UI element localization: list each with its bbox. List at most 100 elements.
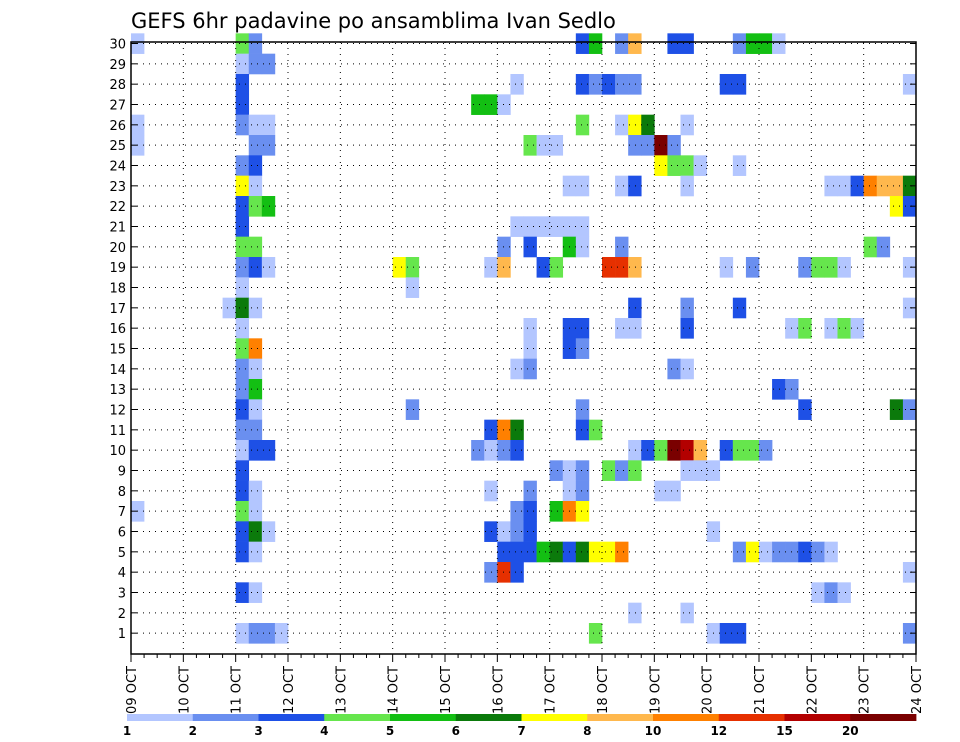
heatmap-cell xyxy=(680,155,694,176)
heatmap-cell xyxy=(471,440,485,461)
y-tick-label: 14 xyxy=(109,363,126,378)
heatmap-cell xyxy=(235,379,250,400)
heatmap-cell xyxy=(654,155,668,176)
colorbar-label: 2 xyxy=(189,724,197,738)
heatmap-cell xyxy=(235,94,250,115)
y-tick-label: 4 xyxy=(118,566,126,581)
x-tick-label: 18 OCT xyxy=(596,666,611,714)
y-tick-label: 21 xyxy=(109,221,126,236)
x-tick-label: 19 OCT xyxy=(648,666,663,714)
heatmap-cell xyxy=(248,236,263,258)
heatmap-cell xyxy=(235,582,250,603)
heatmap-cell xyxy=(510,521,524,542)
heatmap-cell xyxy=(235,338,250,359)
heatmap-cell xyxy=(719,257,734,278)
heatmap-cell xyxy=(523,480,537,502)
colorbar-label: 15 xyxy=(776,724,793,738)
y-tick-label: 12 xyxy=(109,404,126,419)
heatmap-cell xyxy=(484,562,498,583)
heatmap-cell xyxy=(484,440,498,461)
heatmap-cell xyxy=(484,521,498,542)
x-tick-label: 17 OCT xyxy=(544,666,559,714)
colorbar-swatch xyxy=(587,714,654,721)
heatmap-cell xyxy=(837,257,851,278)
heatmap-cell xyxy=(248,358,263,380)
colorbar-label: 6 xyxy=(452,724,460,738)
heatmap-cell xyxy=(719,74,734,95)
chart-title: GEFS 6hr padavine po ansamblima Ivan Sed… xyxy=(131,9,616,33)
heatmap-cell xyxy=(680,297,694,319)
y-tick-label: 2 xyxy=(118,607,126,622)
heatmap-cell xyxy=(248,33,263,54)
heatmap-cell xyxy=(837,582,851,603)
heatmap-cell xyxy=(248,501,263,522)
heatmap-cell xyxy=(654,480,668,502)
heatmap-cell xyxy=(248,53,263,75)
heatmap-cell xyxy=(680,460,694,481)
colorbar-label: 12 xyxy=(710,724,727,738)
heatmap-cell xyxy=(248,582,263,603)
heatmap-cell xyxy=(902,257,917,278)
heatmap-cell xyxy=(248,623,263,644)
heatmap-cell xyxy=(405,257,420,278)
heatmap-cell xyxy=(549,135,564,156)
heatmap-cell xyxy=(588,541,603,563)
heatmap-cell xyxy=(235,175,250,197)
colorbar-swatch xyxy=(521,714,588,721)
heatmap-cell xyxy=(837,175,851,197)
heatmap-cell xyxy=(876,236,891,258)
y-tick-label: 16 xyxy=(109,322,126,337)
heatmap-cell xyxy=(510,216,524,237)
heatmap-cell xyxy=(719,623,734,644)
heatmap-cell xyxy=(628,33,642,54)
heatmap-cell xyxy=(248,196,263,217)
heatmap-cell xyxy=(615,460,629,481)
heatmap-cell xyxy=(235,155,250,176)
heatmap-cell xyxy=(248,541,263,563)
heatmap-cell xyxy=(732,297,747,319)
heatmap-cell xyxy=(588,74,603,95)
heatmap-cell xyxy=(588,33,603,54)
heatmap-cell xyxy=(235,480,250,502)
heatmap-cell xyxy=(745,257,760,278)
heatmap-cell xyxy=(575,419,590,441)
heatmap-cell xyxy=(667,480,681,502)
heatmap-cell xyxy=(745,33,760,54)
heatmap-cell xyxy=(536,541,550,563)
y-tick-label: 3 xyxy=(118,587,126,602)
heatmap-cell xyxy=(235,236,250,258)
heatmap-cell xyxy=(261,114,276,136)
y-tick-label: 17 xyxy=(109,302,126,317)
x-tick-label: 14 OCT xyxy=(387,666,402,714)
heatmap-cell xyxy=(248,338,263,359)
heatmap-cell xyxy=(811,582,825,603)
x-tick-label: 15 OCT xyxy=(439,666,454,714)
colorbar-swatch xyxy=(455,714,522,721)
heatmap-cell xyxy=(235,623,250,644)
x-tick-label: 10 OCT xyxy=(177,666,192,714)
heatmap-cell xyxy=(536,257,550,278)
heatmap-cell xyxy=(405,277,420,298)
heatmap-cell xyxy=(549,501,564,522)
heatmap-cell xyxy=(732,155,747,176)
heatmap-cell xyxy=(248,257,263,278)
heatmap-cell xyxy=(680,358,694,380)
heatmap-cell xyxy=(575,175,590,197)
heatmap-cell xyxy=(667,33,681,54)
colorbar: 1 2 3 4 5 6 7 8 10 12 15 20 xyxy=(123,714,917,738)
heatmap-cell xyxy=(248,155,263,176)
colorbar-label: 20 xyxy=(842,724,859,738)
heatmap-cell xyxy=(628,114,642,136)
y-tick-label: 7 xyxy=(118,505,126,520)
heatmap-cell xyxy=(235,53,250,75)
heatmap-cell xyxy=(575,338,590,359)
heatmap-cell xyxy=(523,521,537,542)
heatmap-cell xyxy=(484,94,498,115)
x-tick-label: 11 OCT xyxy=(230,666,245,714)
heatmap-cell xyxy=(497,541,511,563)
y-tick-label: 23 xyxy=(109,180,126,195)
heatmap-cell xyxy=(615,33,629,54)
heatmap-cell xyxy=(235,501,250,522)
heatmap-cell xyxy=(628,74,642,95)
x-tick-label: 24 OCT xyxy=(910,666,925,714)
